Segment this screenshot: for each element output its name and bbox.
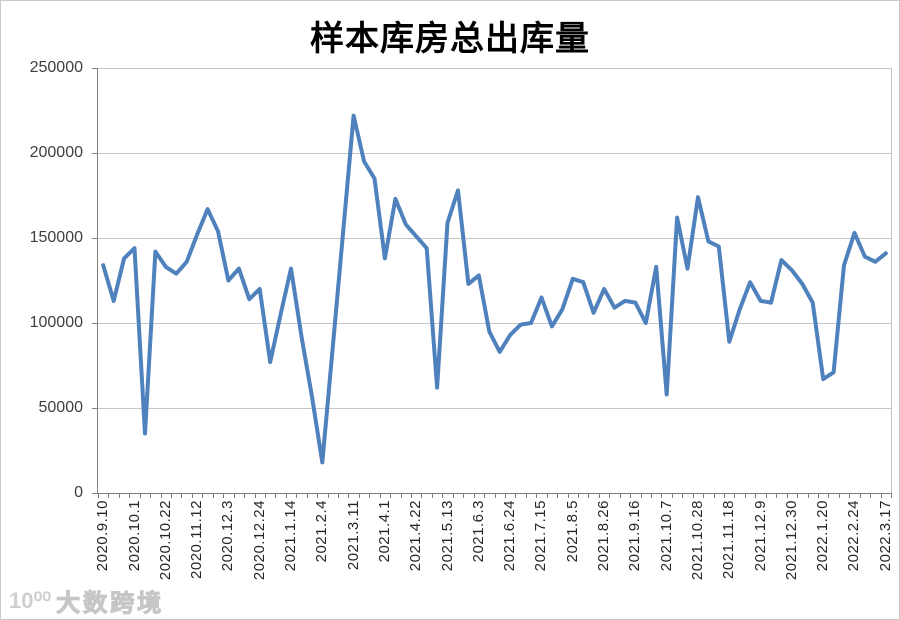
y-tick-label: 150000 — [29, 229, 83, 246]
x-tick-label: 2021.3.11 — [344, 500, 362, 571]
x-tick-label: 2022.2.24 — [845, 500, 863, 572]
watermark-logo-icon: 10⁰⁰ — [9, 587, 52, 613]
x-tick-label: 2021.9.16 — [626, 500, 644, 572]
x-tick-label: 2021.7.15 — [532, 500, 550, 572]
x-tick-label: 2020.11.12 — [188, 500, 206, 579]
watermark-text: 大数跨境 — [56, 590, 165, 618]
x-tick-label: 2021.5.13 — [438, 500, 456, 572]
x-tick-label: 2021.4.1 — [375, 500, 393, 563]
x-tick-label: 2021.10.7 — [657, 500, 675, 572]
x-tick-label: 2020.12.3 — [219, 500, 237, 572]
x-tick-label: 2021.1.14 — [282, 500, 300, 572]
x-tick-label: 2020.10.1 — [125, 500, 143, 572]
x-tick-label: 2021.6.3 — [469, 500, 487, 563]
x-tick-label: 2021.4.22 — [407, 500, 425, 572]
x-tick-label: 2020.12.24 — [250, 500, 268, 581]
y-tick-label: 250000 — [29, 59, 83, 76]
y-tick-label: 200000 — [29, 144, 83, 161]
x-tick-label: 2022.3.17 — [876, 500, 894, 572]
y-tick-label: 100000 — [29, 314, 83, 331]
x-tick-label: 2020.9.10 — [94, 500, 112, 572]
y-tick-label: 50000 — [38, 399, 84, 416]
x-tick-label: 2021.10.28 — [688, 500, 706, 581]
x-tick-label: 2021.8.5 — [563, 500, 581, 563]
x-tick-label: 2021.2.4 — [313, 500, 331, 563]
x-tick-label: 2021.12.9 — [751, 500, 769, 572]
y-tick-label: 0 — [74, 484, 83, 501]
x-tick-label: 2020.10.22 — [156, 500, 174, 581]
x-tick-label: 2021.8.26 — [595, 500, 613, 572]
watermark: 10⁰⁰ 大数跨境 — [9, 583, 164, 618]
x-tick-label: 2021.12.30 — [782, 500, 800, 581]
series-line — [101, 113, 888, 465]
chart-title: 样本库房总出库量 — [310, 21, 590, 58]
x-tick-label: 2021.6.24 — [501, 500, 519, 572]
x-tick-label: 2021.11.18 — [720, 500, 738, 579]
x-tick-label: 2022.1.20 — [814, 500, 832, 572]
